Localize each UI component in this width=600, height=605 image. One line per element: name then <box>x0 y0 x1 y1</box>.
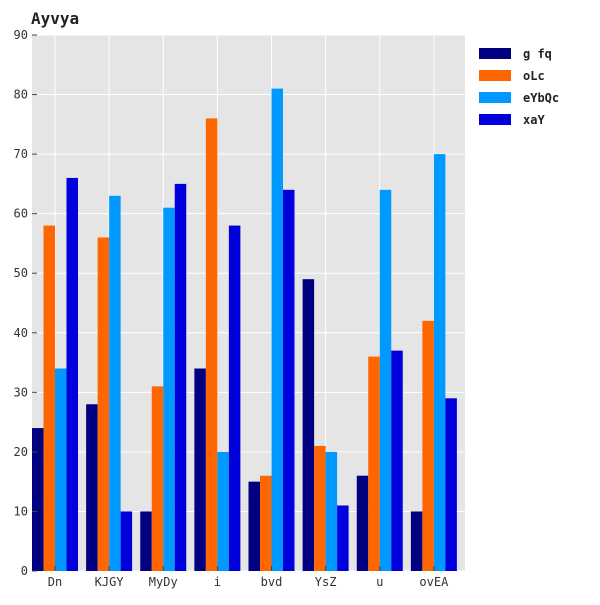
legend-swatch <box>479 70 511 81</box>
bar-oLc-MyDy <box>151 386 164 571</box>
bar-xaY-MyDy <box>174 183 187 571</box>
legend-label: xaY <box>523 113 545 127</box>
bar-xaY-Dn <box>66 177 78 571</box>
bar-xaY-YsZ <box>337 505 349 571</box>
bar-xaY-u <box>391 350 403 571</box>
legend-swatch <box>479 92 511 103</box>
bar-eYbQc-Dn <box>55 368 67 571</box>
legend-swatch <box>479 114 511 125</box>
bar-g-fq-MyDy <box>140 511 152 571</box>
x-tick-label: bvd <box>261 575 283 589</box>
bar-xaY-ovEA <box>445 398 457 571</box>
x-tick-label: u <box>376 575 383 589</box>
legend-swatch <box>479 48 511 59</box>
x-tick-label: i <box>214 575 221 589</box>
bar-eYbQc-ovEA <box>433 154 446 571</box>
y-tick-label: 10 <box>14 504 28 518</box>
bar-oLc-u <box>368 356 380 571</box>
legend-label: eYbQc <box>523 91 559 105</box>
bar-g-fq-u <box>356 475 369 571</box>
bar-oLc-i <box>205 118 218 571</box>
bar-g-fq-ovEA <box>410 511 423 571</box>
y-tick-label: 40 <box>14 326 28 340</box>
bar-eYbQc-MyDy <box>163 207 175 571</box>
x-axis: Dn KJGY MyDy i bvd YsZ u ovEA <box>48 566 449 589</box>
bar-eYbQc-KJGY <box>109 195 121 572</box>
bar-g-fq-YsZ <box>302 279 315 571</box>
y-tick-label: 80 <box>14 88 28 102</box>
y-tick-label: 60 <box>14 207 28 221</box>
bar-eYbQc-bvd <box>271 88 283 571</box>
bar-eYbQc-YsZ <box>325 451 338 571</box>
y-tick-label: 50 <box>14 266 28 280</box>
bar-xaY-KJGY <box>120 511 133 571</box>
y-tick-label: 30 <box>14 385 28 399</box>
bar-xaY-i <box>228 225 241 572</box>
bar-oLc-bvd <box>260 475 272 571</box>
y-tick-label: 70 <box>14 147 28 161</box>
x-tick-label: YsZ <box>315 575 337 589</box>
y-tick-label: 20 <box>14 445 28 459</box>
legend-label: g fq <box>523 47 552 61</box>
y-tick-label: 90 <box>14 28 28 42</box>
bar-g-fq-KJGY <box>86 404 98 571</box>
bar-oLc-Dn <box>43 225 55 572</box>
x-tick-label: MyDy <box>149 575 178 589</box>
bar-oLc-ovEA <box>422 320 434 571</box>
x-tick-label: KJGY <box>95 575 125 589</box>
bar-eYbQc-i <box>217 451 229 571</box>
bar-oLc-YsZ <box>314 445 326 571</box>
chart-title: Ayvya <box>31 9 79 28</box>
x-tick-label: Dn <box>48 575 62 589</box>
bar-oLc-KJGY <box>97 237 110 571</box>
x-tick-label: ovEA <box>419 575 449 589</box>
legend: g fq oLc eYbQc xaY <box>479 47 559 127</box>
bars <box>32 88 457 572</box>
legend-label: oLc <box>523 69 545 83</box>
bar-g-fq-Dn <box>32 428 44 571</box>
y-axis: 0 10 20 30 40 50 60 70 80 90 <box>14 28 37 578</box>
bar-g-fq-i <box>194 368 206 571</box>
bar-eYbQc-u <box>379 189 392 571</box>
bar-g-fq-bvd <box>248 481 260 571</box>
y-tick-label: 0 <box>21 564 28 578</box>
bar-xaY-bvd <box>283 189 295 571</box>
